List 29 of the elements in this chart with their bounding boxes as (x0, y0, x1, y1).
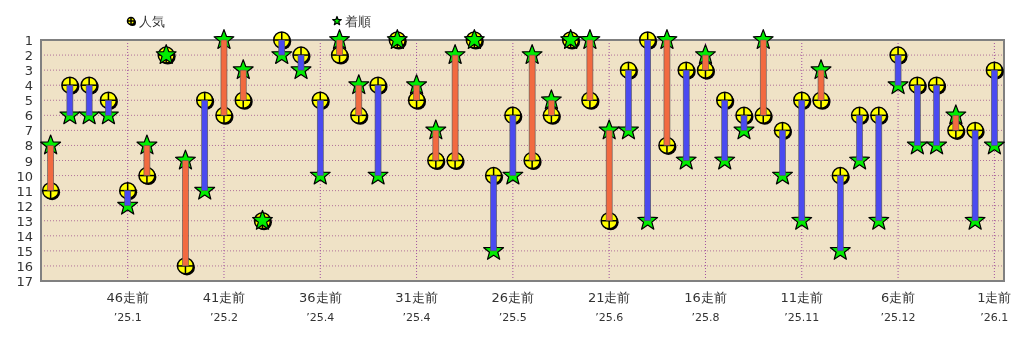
x-tick-label: 41走前 ’25.2 (202, 290, 246, 324)
y-tick-label: 4 (24, 78, 33, 94)
y-tick-label: 15 (16, 243, 33, 259)
x-tick-label: 16走前 ’25.8 (684, 290, 727, 324)
x-tick-label: 11走前 ’25.11 (780, 290, 824, 324)
y-tick-label: 8 (24, 138, 33, 154)
y-tick-label: 11 (16, 183, 33, 199)
x-tick-label: 46走前 ’25.1 (106, 290, 149, 324)
y-tick-label: 3 (24, 63, 33, 79)
y-tick-label: 1 (24, 33, 33, 48)
y-tick-label: 5 (24, 93, 33, 109)
y-tick-label: 16 (16, 258, 33, 274)
legend-label: 人気 (139, 14, 165, 29)
legend-label: 着順 (345, 14, 371, 29)
y-tick-label: 17 (16, 274, 33, 289)
x-tick-label: 26走前 ’25.5 (491, 290, 535, 324)
x-tick-label: 21走前 ’25.6 (587, 290, 631, 324)
y-tick-label: 10 (16, 168, 33, 184)
x-tick-label: 36走前 ’25.4 (299, 290, 342, 324)
y-tick-label: 7 (24, 123, 33, 139)
y-tick-label: 12 (16, 198, 33, 214)
y-tick-label: 13 (16, 213, 33, 229)
x-tick-label: 1走前 ’26.1 (977, 290, 1012, 324)
y-tick-label: 2 (24, 48, 33, 64)
y-tick-label: 6 (24, 108, 33, 124)
y-tick-label: 14 (16, 228, 33, 244)
y-tick-label: 9 (24, 153, 33, 169)
x-tick-label: 31走前 ’25.4 (395, 290, 438, 324)
x-tick-label: 6走前 ’25.12 (880, 290, 916, 324)
